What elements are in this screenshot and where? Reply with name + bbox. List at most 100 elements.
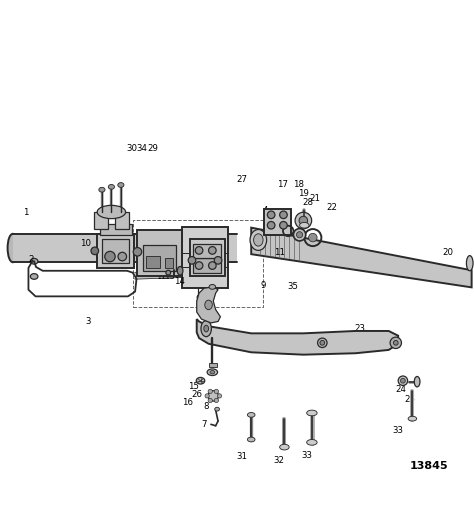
Text: 29: 29 [148, 144, 158, 153]
Text: 35: 35 [287, 282, 299, 291]
Text: 25: 25 [404, 395, 416, 404]
Ellipse shape [166, 270, 171, 275]
Ellipse shape [196, 377, 205, 384]
Bar [190, 238, 225, 277]
Bar [143, 245, 176, 271]
Text: 33: 33 [301, 451, 313, 460]
Ellipse shape [208, 398, 212, 403]
Ellipse shape [293, 229, 306, 241]
Ellipse shape [267, 221, 275, 229]
Ellipse shape [209, 284, 216, 289]
Text: 32: 32 [273, 456, 284, 465]
Ellipse shape [208, 391, 219, 401]
Ellipse shape [408, 416, 417, 421]
Ellipse shape [247, 413, 255, 417]
Ellipse shape [8, 234, 18, 262]
Ellipse shape [267, 211, 275, 219]
Ellipse shape [97, 205, 126, 219]
Ellipse shape [320, 340, 325, 345]
Ellipse shape [30, 259, 38, 264]
Ellipse shape [393, 340, 398, 345]
Ellipse shape [105, 251, 115, 262]
Text: 19: 19 [298, 189, 309, 198]
Ellipse shape [215, 407, 219, 411]
Ellipse shape [398, 376, 408, 386]
Bar [100, 225, 132, 235]
Ellipse shape [280, 211, 287, 219]
Ellipse shape [300, 222, 309, 228]
Ellipse shape [214, 256, 222, 264]
Text: 34: 34 [137, 144, 148, 153]
Ellipse shape [208, 389, 212, 393]
Text: 18: 18 [293, 180, 304, 188]
Bar [165, 259, 173, 268]
Polygon shape [197, 319, 398, 355]
Ellipse shape [197, 294, 206, 301]
Bar [193, 259, 221, 272]
Ellipse shape [177, 266, 183, 275]
Ellipse shape [205, 300, 212, 310]
Text: 13: 13 [164, 272, 175, 281]
Text: 15: 15 [188, 382, 199, 391]
Ellipse shape [247, 437, 255, 442]
Text: 16: 16 [182, 398, 193, 406]
Text: 33: 33 [392, 426, 404, 435]
Ellipse shape [217, 394, 222, 398]
Text: 22: 22 [326, 203, 337, 212]
Bar [102, 238, 129, 263]
Text: 31: 31 [236, 452, 247, 461]
Ellipse shape [195, 247, 203, 254]
Text: 1: 1 [23, 208, 29, 217]
Bar [209, 363, 217, 368]
Ellipse shape [280, 221, 287, 229]
Ellipse shape [250, 230, 267, 250]
Polygon shape [251, 228, 472, 287]
Ellipse shape [118, 252, 127, 261]
Ellipse shape [390, 337, 401, 349]
Ellipse shape [414, 376, 420, 387]
Text: 23: 23 [355, 324, 366, 333]
Ellipse shape [318, 338, 327, 348]
Polygon shape [13, 234, 237, 262]
Text: 9: 9 [260, 281, 266, 290]
Bar [264, 209, 291, 235]
Text: 28: 28 [302, 198, 314, 208]
Text: 7: 7 [201, 420, 207, 429]
Text: 30: 30 [126, 144, 137, 153]
Ellipse shape [209, 262, 216, 269]
Ellipse shape [30, 273, 38, 279]
Ellipse shape [254, 234, 263, 246]
Ellipse shape [307, 439, 317, 445]
Ellipse shape [118, 183, 124, 187]
Bar [94, 213, 108, 229]
Ellipse shape [108, 184, 115, 189]
Ellipse shape [296, 232, 302, 238]
Bar [97, 234, 134, 268]
Ellipse shape [133, 248, 142, 256]
Ellipse shape [205, 394, 210, 398]
Ellipse shape [466, 255, 473, 271]
Text: 20: 20 [442, 248, 454, 258]
Polygon shape [135, 271, 197, 279]
Text: 4: 4 [263, 205, 268, 215]
Ellipse shape [295, 212, 312, 229]
Ellipse shape [401, 379, 405, 383]
Ellipse shape [299, 216, 308, 225]
Ellipse shape [210, 371, 215, 374]
Bar [137, 231, 182, 276]
Bar [146, 256, 160, 268]
Text: 3: 3 [85, 317, 91, 326]
Text: 21: 21 [310, 194, 321, 203]
Ellipse shape [91, 247, 99, 254]
Text: 26: 26 [191, 390, 202, 400]
Text: 11: 11 [274, 248, 285, 258]
Ellipse shape [207, 369, 218, 375]
Ellipse shape [195, 262, 203, 269]
Ellipse shape [201, 320, 211, 337]
Bar [115, 213, 129, 229]
Ellipse shape [309, 233, 317, 242]
Bar [182, 227, 228, 288]
Bar [193, 244, 221, 258]
Ellipse shape [188, 256, 196, 264]
Ellipse shape [99, 187, 105, 192]
